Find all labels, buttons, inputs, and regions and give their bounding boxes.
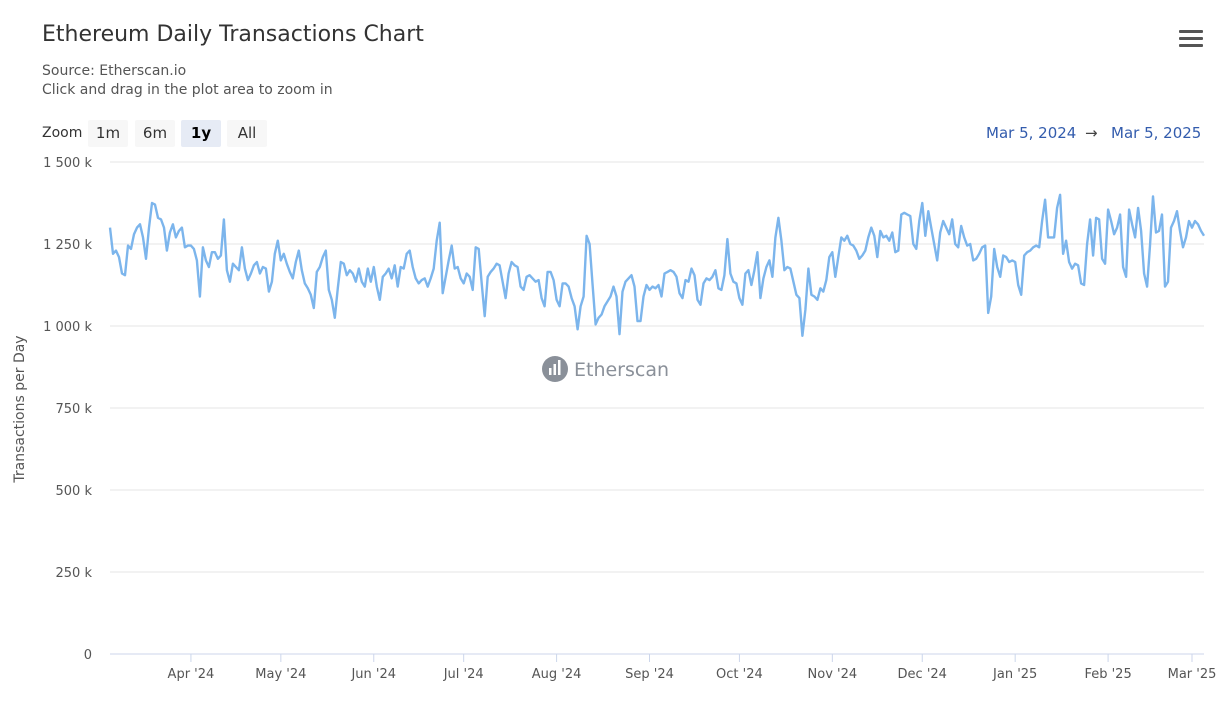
- watermark: Etherscan: [542, 356, 669, 382]
- x-tick-label: Dec '24: [898, 667, 947, 682]
- series-line[interactable]: [108, 193, 1206, 337]
- y-tick-label: 1 000 k: [43, 320, 92, 335]
- x-tick-label: Mar '25: [1168, 667, 1217, 682]
- x-tick-label: Sep '24: [625, 667, 674, 682]
- grid-lines: [110, 161, 1204, 655]
- y-tick-label: 250 k: [56, 566, 93, 581]
- y-axis-label: Transactions per Day: [12, 335, 28, 483]
- zoom-1m-button[interactable]: 1m: [88, 120, 128, 147]
- x-tick-label: Feb '25: [1084, 667, 1131, 682]
- x-tick-label: Jun '24: [350, 667, 396, 682]
- chart-source: Source: Etherscan.io: [42, 63, 187, 79]
- y-tick-label: 750 k: [56, 402, 93, 417]
- watermark-text: Etherscan: [574, 359, 669, 381]
- x-tick-label: Aug '24: [532, 667, 582, 682]
- x-tick-label: Oct '24: [716, 667, 763, 682]
- y-tick-label: 1 250 k: [43, 238, 92, 253]
- x-axis: Apr '24 May '24 Jun '24 Jul '24 Aug '24 Sep '…: [168, 654, 1217, 682]
- x-tick-label: Nov '24: [808, 667, 858, 682]
- zoom-all-button[interactable]: All: [227, 120, 267, 147]
- y-tick-label: 500 k: [56, 484, 93, 499]
- range-from[interactable]: Mar 5, 2024: [986, 124, 1077, 142]
- range-arrow: →: [1085, 124, 1098, 142]
- zoom-hint: Click and drag in the plot area to zoom …: [42, 82, 333, 98]
- x-tick-label: Jul '24: [443, 667, 484, 682]
- range-to[interactable]: Mar 5, 2025: [1111, 124, 1202, 142]
- x-tick-label: Jan '25: [992, 667, 1037, 682]
- hamburger-menu-icon[interactable]: [1179, 30, 1203, 50]
- zoom-1y-button[interactable]: 1y: [181, 120, 221, 147]
- y-tick-label: 1 500 k: [43, 156, 92, 171]
- y-tick-label: 0: [84, 648, 92, 663]
- zoom-6m-button[interactable]: 6m: [135, 120, 175, 147]
- zoom-label: Zoom: [42, 125, 83, 141]
- y-axis-ticks: 0 250 k 500 k 750 k 1 000 k 1 250 k 1 500 k: [43, 156, 92, 663]
- x-tick-label: Apr '24: [168, 667, 215, 682]
- etherscan-logo-icon: [542, 356, 568, 382]
- x-tick-label: May '24: [255, 667, 306, 682]
- chart-title: Ethereum Daily Transactions Chart: [42, 22, 424, 47]
